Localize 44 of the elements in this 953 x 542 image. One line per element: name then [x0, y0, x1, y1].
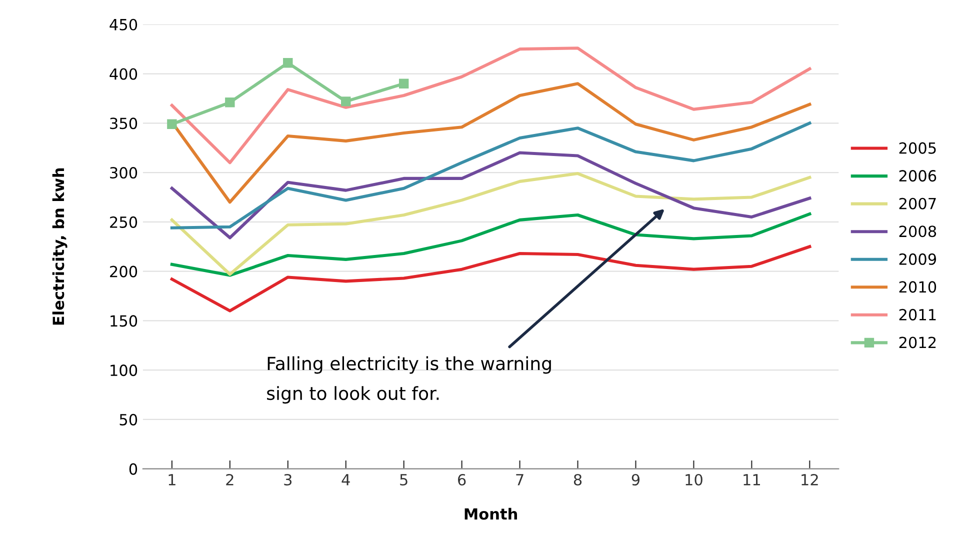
x-tick-label: 6	[458, 474, 466, 486]
x-tick-label: 1	[168, 474, 176, 486]
y-tick-label: 400	[110, 68, 138, 80]
point	[167, 119, 177, 130]
legend-label: 2005	[899, 142, 936, 154]
x-tick-label: 4	[342, 474, 350, 486]
legend-label: 2011	[899, 308, 936, 320]
legend-label: 2007	[899, 198, 936, 210]
x-tick-label: 10	[686, 474, 702, 486]
y-tick-label: 250	[110, 216, 138, 228]
y-tick-label: 200	[110, 266, 138, 278]
y-tick-label: 300	[110, 167, 138, 179]
point	[398, 78, 409, 89]
line-series	[170, 46, 812, 164]
point	[225, 98, 235, 108]
y-tick-label: 100	[110, 364, 138, 376]
point	[341, 96, 351, 106]
line-series	[170, 245, 812, 312]
legend-label: 2012	[899, 336, 936, 348]
legend-label: 2010	[899, 281, 936, 293]
x-tick-label: 5	[400, 474, 408, 486]
x-tick-label: 12	[802, 474, 818, 486]
y-tick-label: 150	[110, 315, 138, 327]
line-series	[170, 212, 812, 277]
point	[283, 58, 293, 68]
x-tick-label: 3	[284, 474, 292, 486]
x-tick-label: 7	[516, 474, 524, 486]
line-series	[170, 122, 812, 230]
x-tick-label: 8	[574, 474, 582, 486]
line-series	[170, 172, 812, 276]
annotation: Falling electricity is the warning sign to look out for.	[267, 356, 551, 404]
x-axis-title: Month	[464, 508, 517, 520]
line-series	[170, 151, 812, 240]
y-axis-title: Electricity, bn kwh	[52, 168, 68, 325]
x-tick-label: 2	[226, 474, 234, 486]
y-tick-label: 0	[129, 463, 138, 475]
legend-label: 2008	[899, 226, 936, 238]
y-tick-label: 50	[120, 414, 138, 426]
y-tick-label: 450	[110, 18, 138, 30]
x-tick-label: 11	[744, 474, 760, 486]
y-tick-label: 350	[110, 118, 138, 130]
x-tick-label: 9	[632, 474, 640, 486]
legend-label: 2006	[899, 170, 936, 182]
legend-label: 2009	[899, 253, 936, 265]
